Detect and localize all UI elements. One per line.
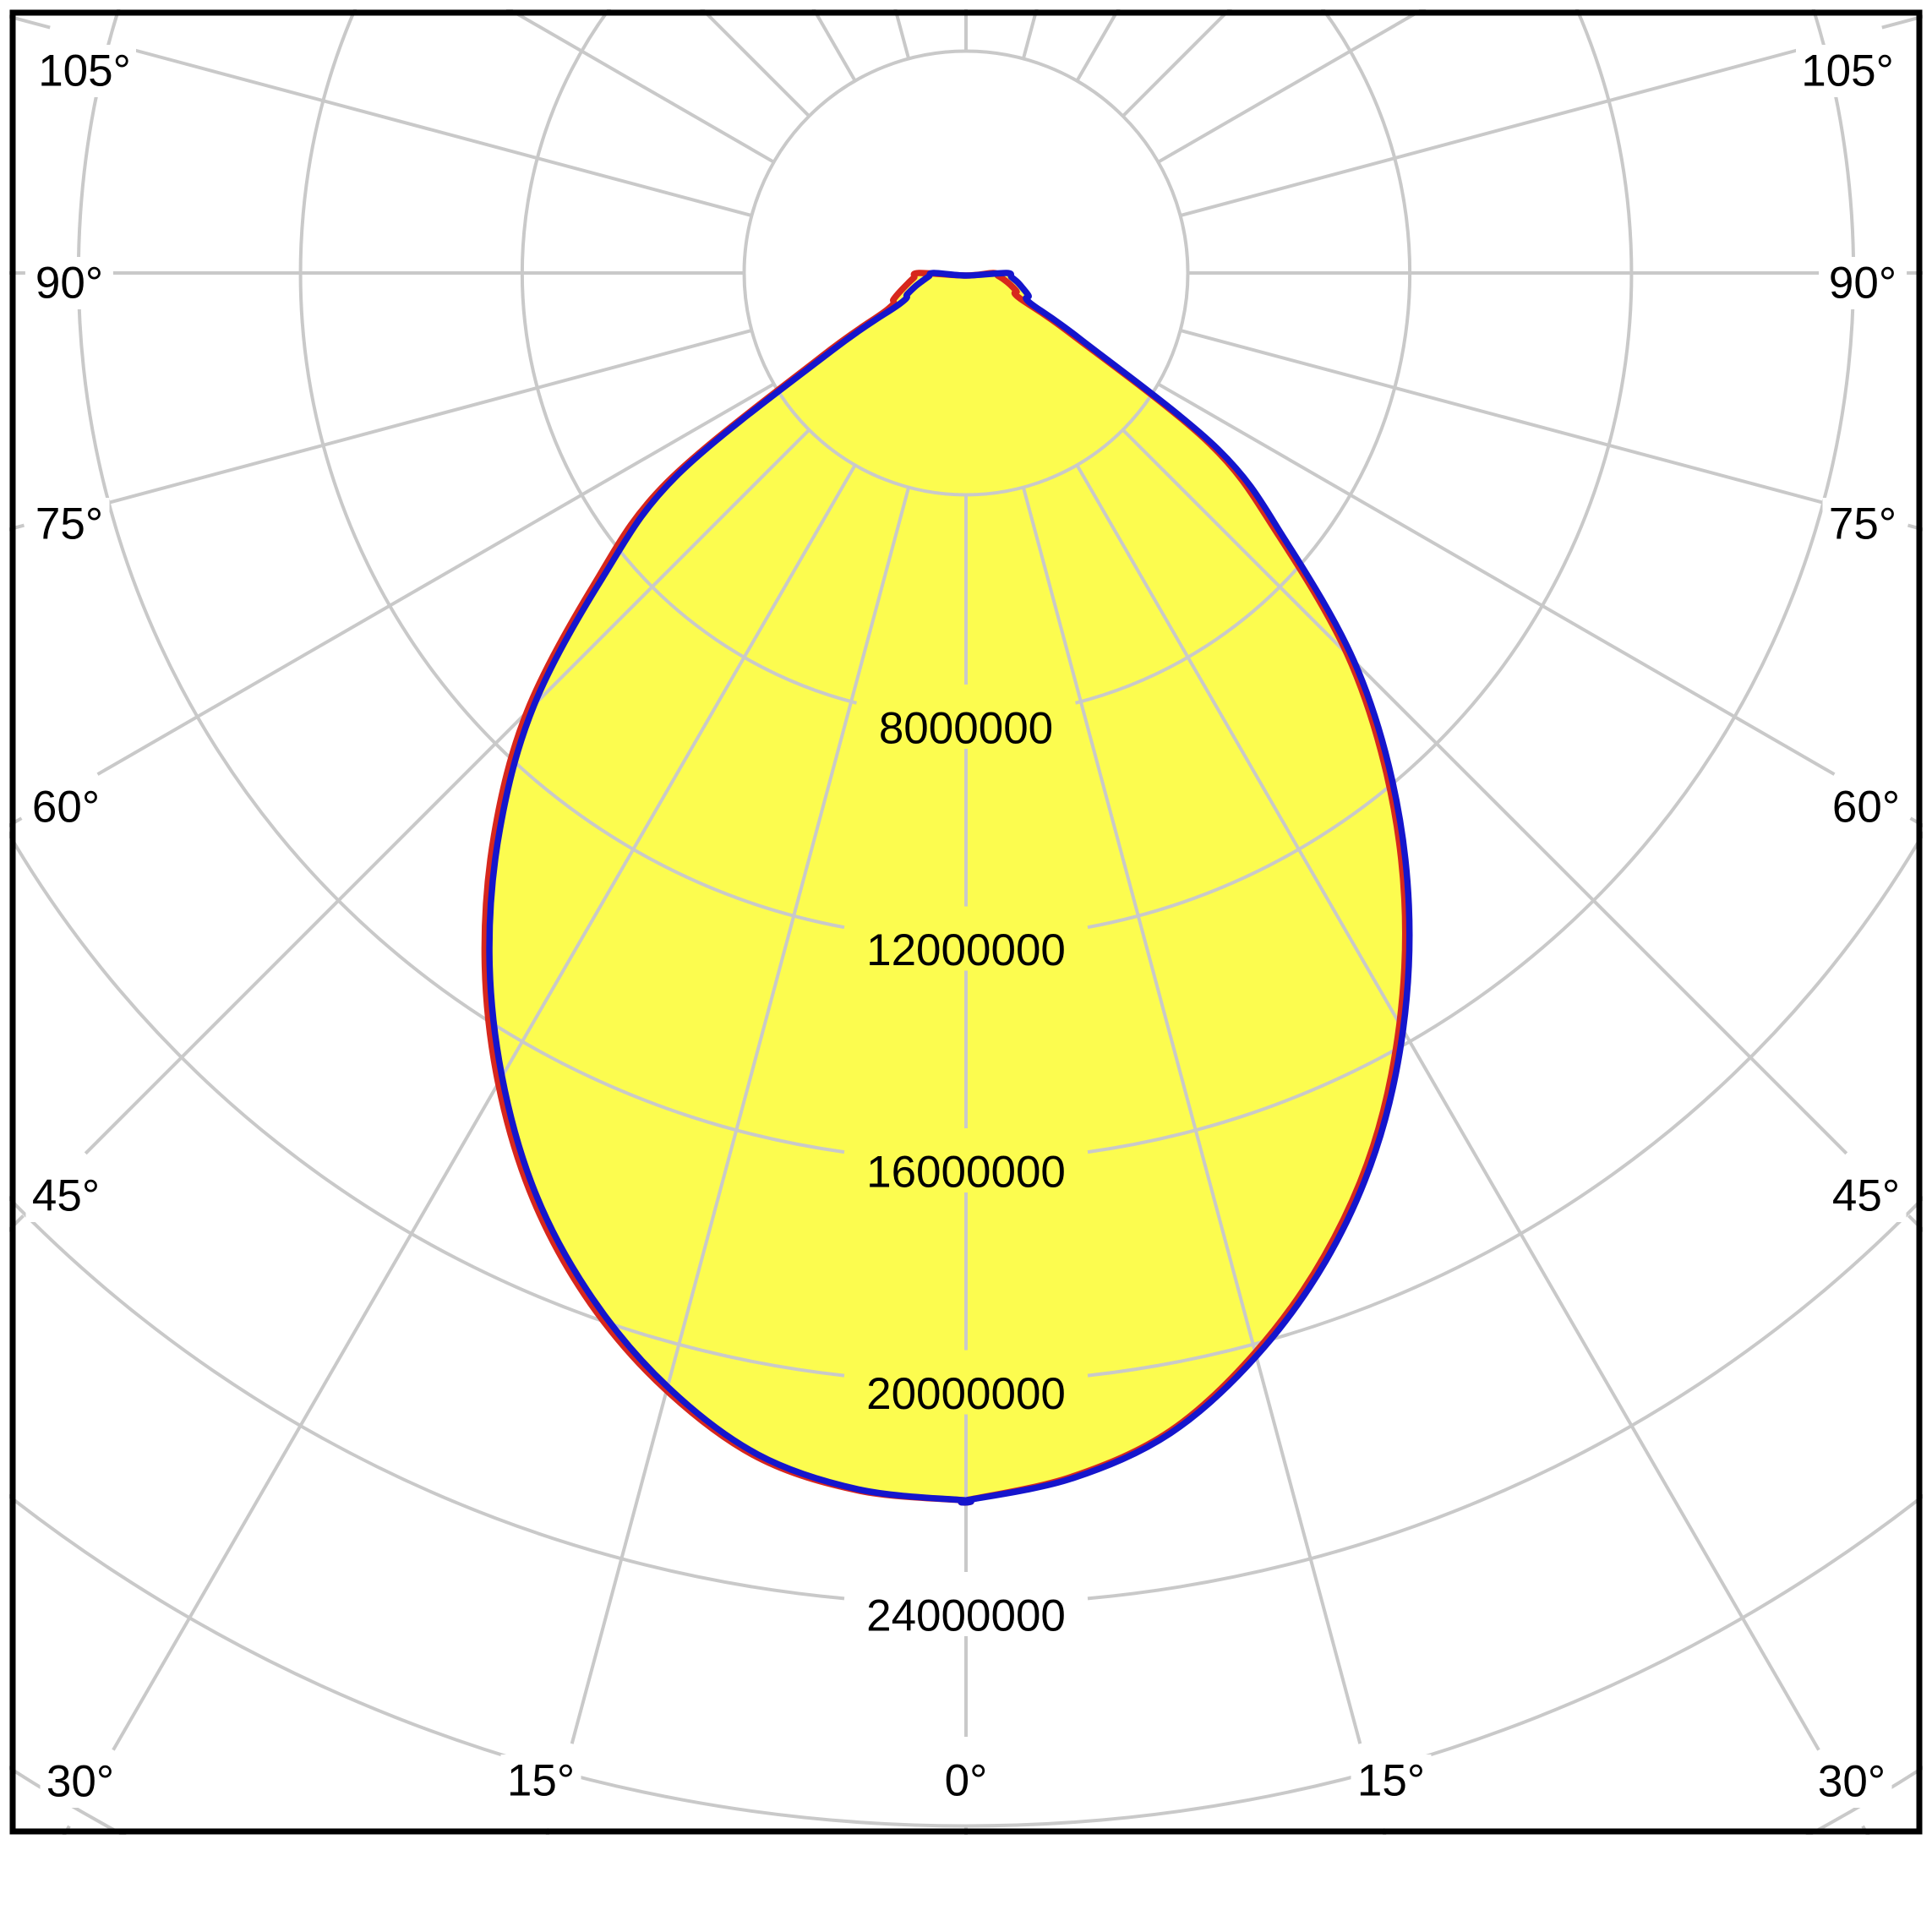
angle-label-mask [29, 257, 110, 309]
angle-label-mask [1826, 1170, 1907, 1222]
angle-label: 105° [1801, 46, 1894, 96]
angle-label-mask [1822, 257, 1903, 309]
angle-label: 15° [507, 1756, 575, 1806]
grid-spoke [1075, 464, 1820, 1751]
chart-frame [9, 9, 1923, 1835]
radial-value-label: 24000000 [866, 1591, 1066, 1641]
angle-label-mask [25, 1170, 106, 1222]
angle-label: 0° [945, 1756, 988, 1806]
angle-label-mask [1826, 781, 1907, 833]
angle-label: 90° [35, 259, 103, 308]
grid-spoke [1180, 328, 1824, 505]
radial-value-label: 12000000 [866, 925, 1066, 975]
angle-label: 75° [35, 499, 103, 549]
angle-label: 105° [38, 46, 131, 96]
angle-label-mask [29, 498, 110, 550]
angle-label-mask [1822, 498, 1903, 550]
angle-label: 45° [32, 1171, 100, 1221]
angle-label: 60° [32, 783, 100, 832]
angle-label-mask [500, 1755, 581, 1807]
angle-label: 90° [1829, 259, 1897, 308]
angle-label: 75° [1829, 499, 1897, 549]
labels: 0° 15° 15° 30° 30° 45° 45° 60° 60° 75° 75° 90° 90° 10… [25, 45, 1907, 1808]
grid-ring [520, 9, 1412, 705]
grid-spoke [1180, 48, 1798, 218]
angle-label: 30° [1818, 1757, 1886, 1807]
angle-label: 45° [1832, 1171, 1900, 1221]
grid-spoke [1157, 382, 1836, 776]
angle-label-mask [1811, 1755, 1892, 1808]
angle-label-mask [25, 781, 106, 833]
radial-value-label: 8000000 [879, 704, 1053, 754]
angle-label: 15° [1357, 1756, 1425, 1806]
grid-spoke [134, 48, 752, 218]
angle-label: 30° [46, 1757, 114, 1807]
angle-label-mask [937, 1755, 995, 1807]
grid-spoke [1122, 428, 1848, 1155]
grid-ring [298, 9, 1634, 930]
angle-label-mask [40, 1755, 121, 1808]
radial-value-label: 20000000 [866, 1369, 1066, 1419]
grid-spoke [84, 428, 810, 1155]
grid-spoke [108, 328, 752, 505]
curve-c90-c270 [486, 270, 1413, 1506]
grid-spoke [96, 382, 775, 776]
grid-spoke [1021, 487, 1362, 1744]
grid-spoke [112, 464, 857, 1751]
grid-ring [76, 9, 1856, 1154]
angle-label-mask [1351, 1755, 1432, 1807]
intensity-lobe-fill [484, 272, 1410, 1503]
angle-label: 60° [1832, 783, 1900, 832]
angle-label-mask [33, 45, 136, 97]
grid-spoke [570, 487, 911, 1744]
radial-value-label: 16000000 [866, 1148, 1066, 1198]
angle-label-mask [1796, 45, 1899, 97]
